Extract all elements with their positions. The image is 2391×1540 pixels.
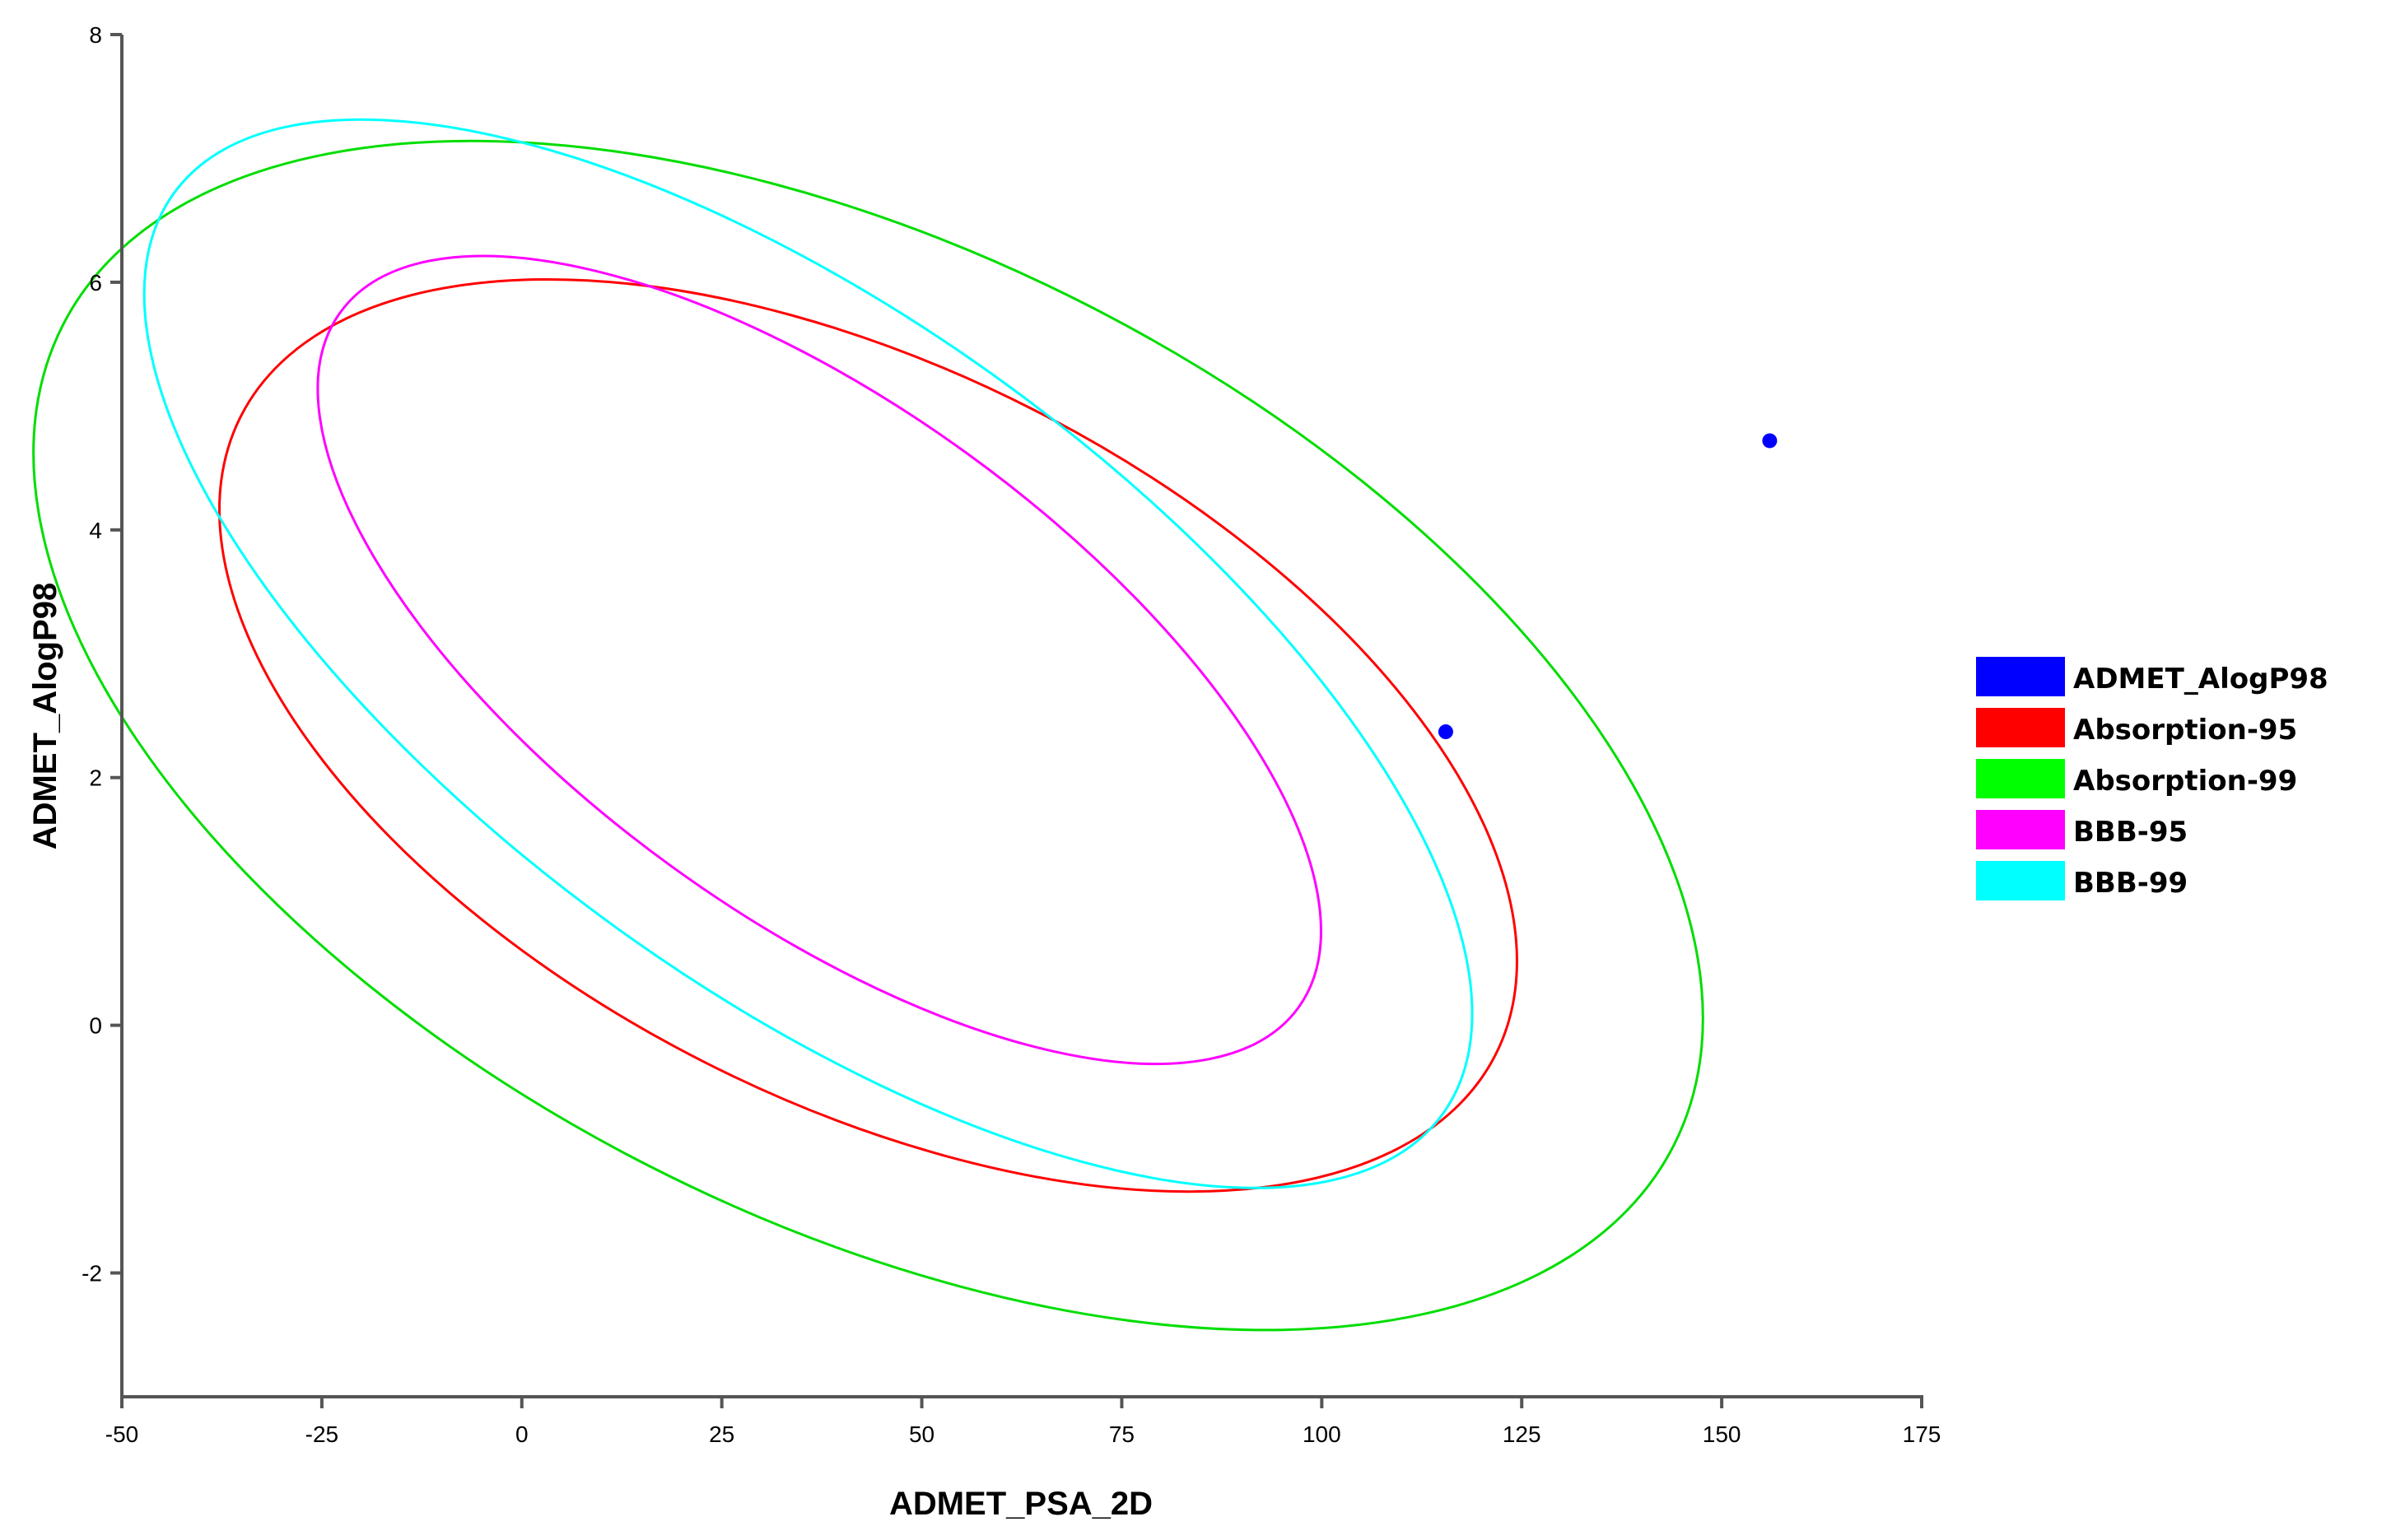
x-axis-title: ADMET_PSA_2D [889, 1486, 1153, 1522]
x-tick-label: -50 [105, 1421, 138, 1447]
ellipse-absorption-99 [32, 139, 1704, 1332]
x-tick-label: 0 [515, 1421, 529, 1447]
legend-label: ADMET_AlogP98 [2073, 663, 2328, 696]
y-tick-label: 2 [89, 765, 102, 791]
x-tick-label: 75 [1109, 1421, 1135, 1447]
x-tick-label: 25 [709, 1421, 734, 1447]
x-tick-label: 50 [909, 1421, 934, 1447]
ellipses-layer [32, 118, 1704, 1332]
legend-swatch [1976, 657, 2065, 696]
legend-label: Absorption-95 [2073, 714, 2297, 747]
x-tick-label: 150 [1703, 1421, 1741, 1447]
x-tick-label: -25 [305, 1421, 338, 1447]
y-tick-label: -2 [82, 1261, 102, 1286]
y-tick-label: 8 [89, 22, 102, 48]
points-layer [1438, 433, 1778, 740]
legend-swatch [1976, 810, 2065, 849]
x-tick-label: 125 [1503, 1421, 1541, 1447]
legend-label: Absorption-99 [2073, 765, 2297, 798]
data-point [1762, 433, 1778, 449]
x-tick-label: 175 [1903, 1421, 1941, 1447]
legend-label: BBB-95 [2073, 816, 2188, 849]
x-tick-label: 100 [1303, 1421, 1341, 1447]
y-tick-label: 6 [89, 270, 102, 295]
legend: ADMET_AlogP98 Absorption-95 Absorption-99 B… [1976, 657, 2328, 900]
y-tick-label: 0 [89, 1013, 102, 1039]
legend-swatch [1976, 861, 2065, 900]
y-tick-label: 4 [89, 518, 102, 543]
ellipse-absorption-95 [217, 277, 1518, 1193]
legend-label: BBB-99 [2073, 867, 2188, 900]
axes: -50 -25 0 25 50 75 100 125 150 175 -2 0 2 4 6 8 [82, 22, 1941, 1447]
legend-swatch [1976, 708, 2065, 747]
data-point [1438, 724, 1453, 740]
ellipse-bbb-95 [316, 254, 1322, 1066]
legend-swatch [1976, 759, 2065, 798]
ellipse-bbb-99 [142, 118, 1474, 1189]
y-axis-title: ADMET_AlogP98 [27, 583, 63, 850]
